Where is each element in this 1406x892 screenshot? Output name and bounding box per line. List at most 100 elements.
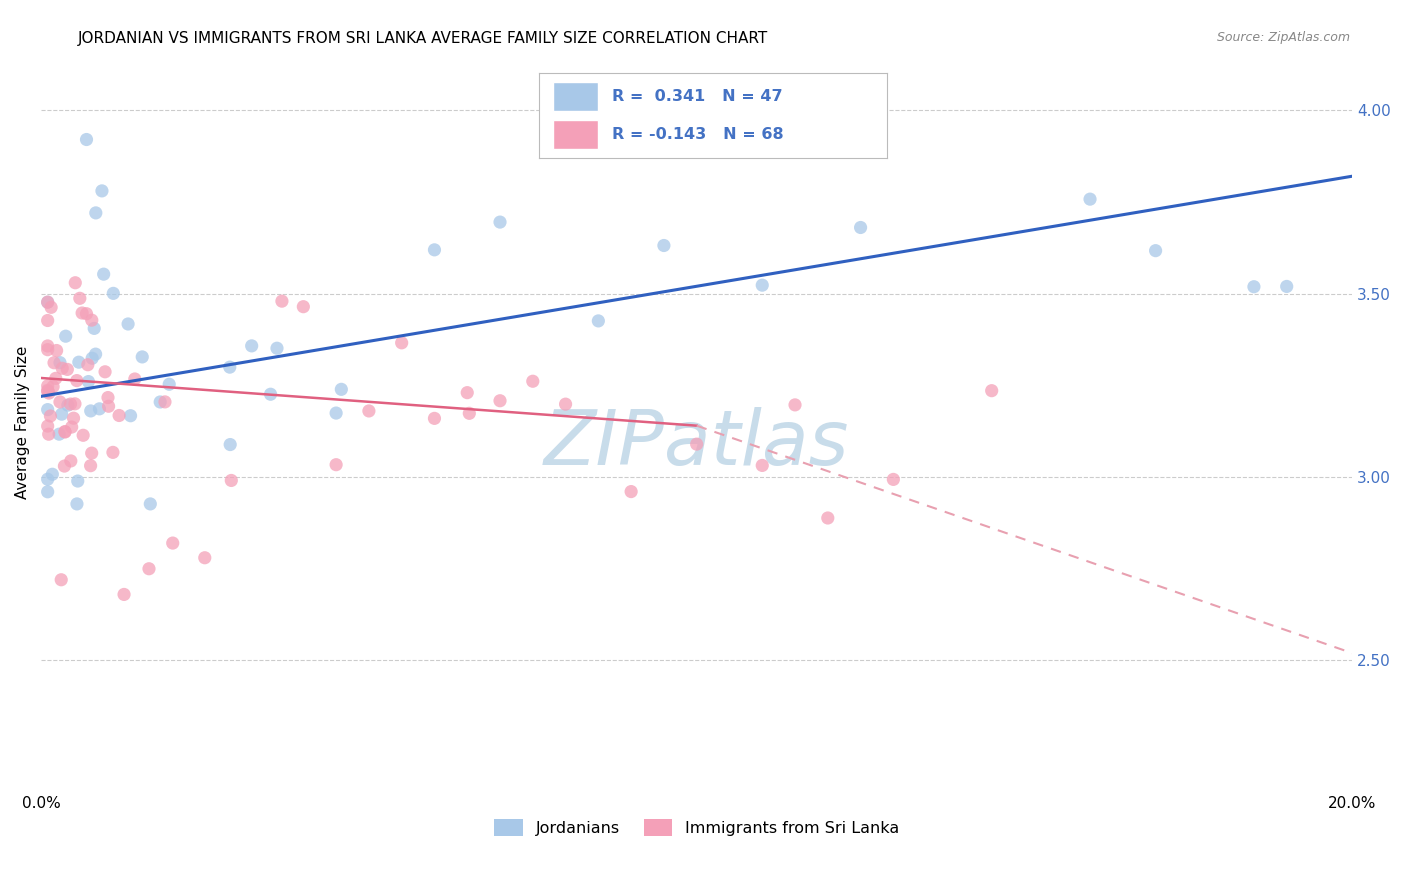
Point [980,384,1002,398]
Point [77,375,100,389]
Point [67,355,90,369]
Point [39,409,62,423]
Point [817,511,839,525]
Point [882,472,904,486]
Point [489,393,512,408]
Point [72,428,94,442]
Point [56,362,79,376]
Point [53,425,76,439]
Point [139,497,162,511]
Point [84,206,107,220]
Point [48,427,70,442]
Point [51,361,73,376]
Point [686,437,709,451]
Point [153,395,176,409]
Point [124,372,146,386]
Point [162,536,184,550]
Point [620,484,643,499]
Point [38,427,60,442]
Y-axis label: Average Family Size: Average Family Size [15,345,30,499]
Point [131,350,153,364]
Point [76,132,98,146]
Point [56,398,79,412]
Point [63,397,86,411]
Point [37,295,59,310]
Point [53,459,76,474]
Point [103,286,125,301]
Point [1275,279,1298,293]
Point [240,339,263,353]
Point [60,420,83,434]
Point [120,409,142,423]
Point [194,550,217,565]
Point [218,360,240,375]
Point [1243,279,1265,293]
Point [456,385,478,400]
Point [53,425,76,439]
Point [93,267,115,281]
Point [259,387,281,401]
Point [45,371,67,385]
Point [51,573,73,587]
Point [97,391,120,405]
Point [84,347,107,361]
Point [652,238,675,252]
Point [849,220,872,235]
Point [70,306,93,320]
Point [101,445,124,459]
Text: ZIPatlas: ZIPatlas [544,407,849,481]
Point [59,454,82,468]
Point [38,386,60,401]
Point [97,399,120,413]
Point [37,313,59,327]
Point [1078,192,1101,206]
Point [82,351,104,366]
Point [391,335,413,350]
Point [458,406,481,420]
Point [751,278,773,293]
Point [37,384,59,399]
Point [112,587,135,601]
Text: Source: ZipAtlas.com: Source: ZipAtlas.com [1216,31,1350,45]
Point [76,307,98,321]
Point [108,409,131,423]
Point [66,474,89,488]
Point [1144,244,1167,258]
Point [423,243,446,257]
Point [51,407,73,421]
Point [423,411,446,425]
Point [37,484,59,499]
Point [65,276,87,290]
Point [271,294,294,309]
Point [80,404,103,418]
Point [41,467,63,482]
Point [42,356,65,370]
Point [157,377,180,392]
Point [292,300,315,314]
Point [42,379,65,393]
Point [117,317,139,331]
Point [554,397,576,411]
Point [37,343,59,357]
Point [59,397,82,411]
Point [219,437,242,451]
Point [39,301,62,315]
Point [37,379,59,393]
Point [66,374,89,388]
Point [588,314,610,328]
Point [149,395,172,409]
Point [45,343,67,358]
Point [37,295,59,310]
Point [37,419,59,434]
Point [79,458,101,473]
Point [80,313,103,327]
Point [783,398,806,412]
Point [83,321,105,335]
Point [55,329,77,343]
Point [69,291,91,305]
Point [76,358,98,372]
Point [330,382,353,396]
Point [37,472,59,486]
Point [522,374,544,388]
Point [91,184,114,198]
